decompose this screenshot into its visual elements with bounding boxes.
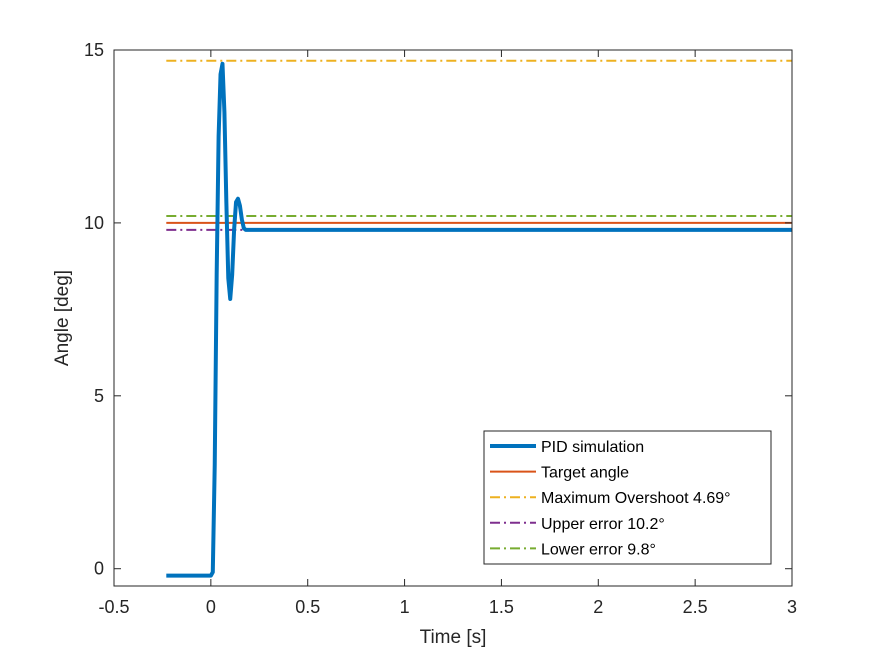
y-tick-label: 5 [94,386,104,406]
legend-entry-3: Upper error 10.2° [541,516,665,533]
x-tick-label: 0.5 [295,597,320,617]
legend-entry-1: Target angle [541,465,629,482]
legend-entry-2: Maximum Overshoot 4.69° [541,490,731,507]
x-tick-label: -0.5 [98,597,129,617]
legend-entry-4: Lower error 9.8° [541,541,656,558]
x-tick-label: 3 [787,597,797,617]
y-tick-label: 0 [94,559,104,579]
legend-entry-0: PID simulation [541,439,644,456]
tick-layer: -0.5 0 0.5 1 1.5 2 2.5 3 0 5 10 15 [84,40,797,617]
y-tick-label: 15 [84,40,104,60]
series-line-0 [166,61,792,578]
plot-area-border [113,49,793,587]
series-layer [166,59,792,578]
x-tick-label: 1.5 [489,597,514,617]
x-tick-label: 1 [400,597,410,617]
x-tick-label: 2 [593,597,603,617]
y-axis-label: Angle [deg] [52,270,73,366]
y-tick-label: 10 [84,213,104,233]
x-tick-label: 2.5 [683,597,708,617]
x-axis-label: Time [s] [420,627,487,648]
legend: PID simulation Target angle Maximum Oversh… [483,430,772,565]
x-tick-label: 0 [206,597,216,617]
